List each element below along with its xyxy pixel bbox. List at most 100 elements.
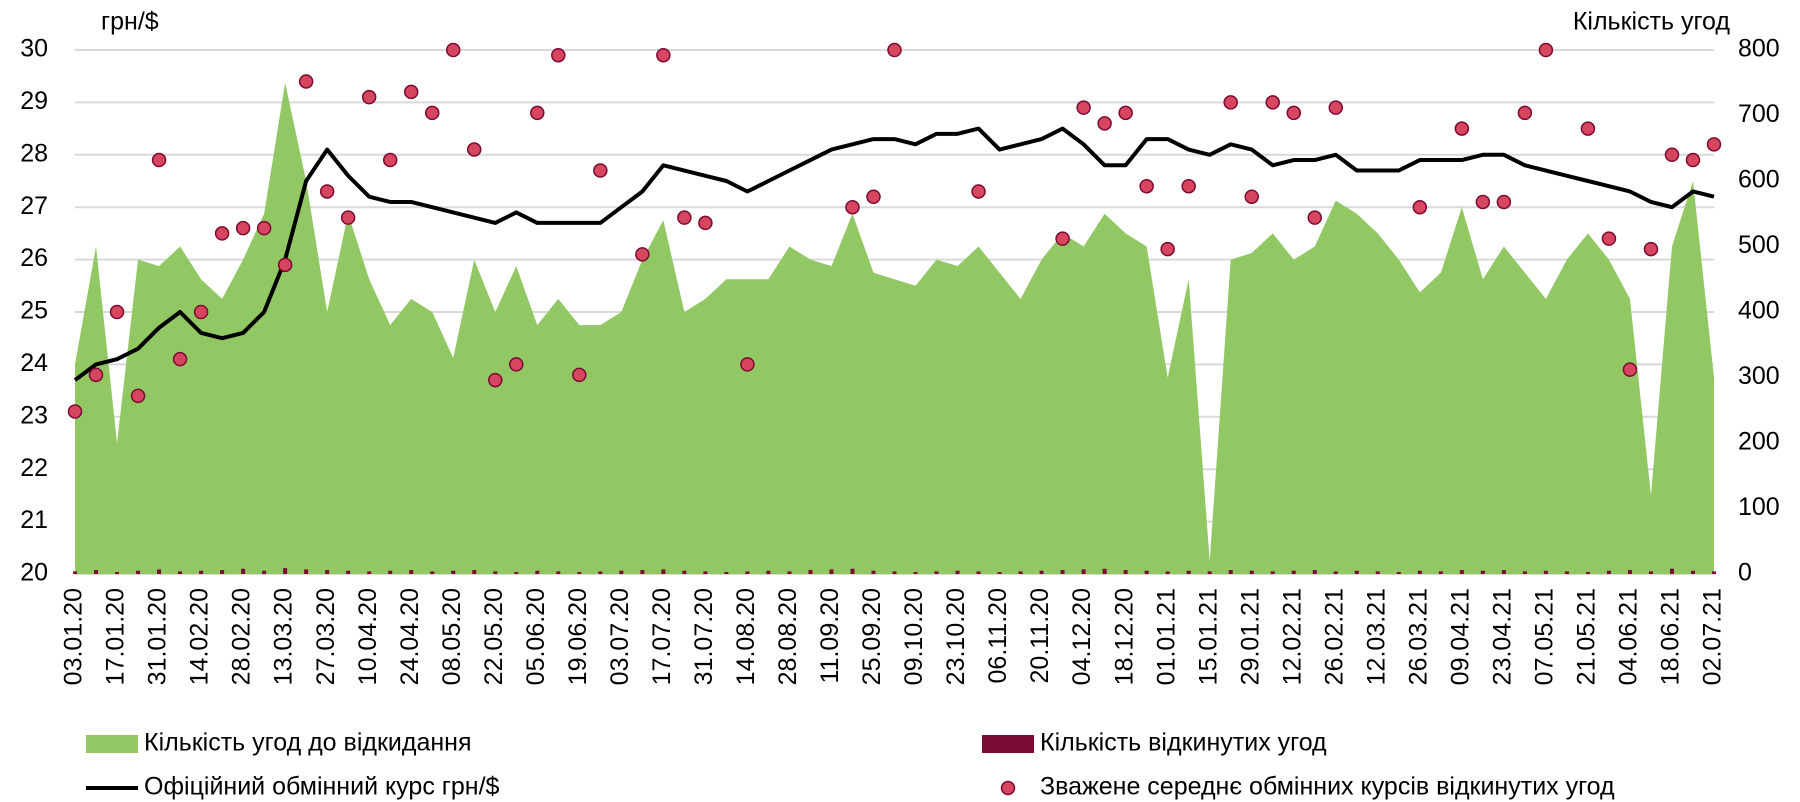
bar [367, 571, 372, 574]
scatter-point [298, 74, 314, 89]
bar [451, 570, 456, 574]
bar [787, 571, 792, 574]
scatter-point [445, 42, 461, 58]
scatter-point [88, 367, 104, 383]
scatter-point [1517, 105, 1533, 121]
scatter-point [845, 199, 860, 215]
bar [1312, 570, 1317, 574]
scatter-point [382, 152, 398, 168]
x-tick-label: 03.01.20 [60, 588, 88, 685]
legend-label: Кількість відкинутих угод [1040, 729, 1327, 757]
y-tick-label: 29 [20, 87, 48, 115]
x-tick-label: 23.10.20 [942, 588, 970, 685]
x-tick-label: 24.04.20 [396, 588, 424, 685]
scatter-point [866, 189, 881, 204]
y-tick-label: 27 [20, 192, 48, 220]
scatter-point [130, 388, 146, 404]
x-tick-label: 20.11.20 [1026, 588, 1054, 683]
x-tick-label: 09.10.20 [900, 588, 928, 685]
scatter-point [1097, 116, 1112, 131]
bar [178, 571, 183, 574]
bar [892, 571, 897, 574]
bar [73, 571, 77, 574]
y-tick-label: 21 [20, 506, 48, 534]
bar [430, 571, 435, 574]
x-tick-label: 25.09.20 [858, 588, 886, 685]
legend-swatch [1000, 780, 1016, 796]
bar [94, 570, 99, 574]
x-tick-label: 12.02.21 [1278, 588, 1306, 685]
bar [976, 571, 981, 574]
bar [1228, 570, 1233, 574]
scatter-point [361, 89, 377, 105]
bar [1207, 571, 1212, 574]
scatter-point [1580, 121, 1596, 136]
bar [619, 570, 624, 574]
bar [1165, 571, 1170, 574]
scatter-point [109, 304, 125, 320]
scatter-point [740, 357, 755, 372]
y-tick-label: 26 [20, 244, 48, 272]
x-tick-label: 04.12.20 [1068, 588, 1096, 685]
scatter-point [1601, 231, 1617, 246]
bar [1627, 570, 1632, 574]
scatter-point [214, 226, 230, 241]
bar [1249, 570, 1254, 574]
bar [1480, 570, 1485, 574]
x-tick-label: 12.03.21 [1362, 588, 1390, 685]
bar [724, 572, 729, 574]
scatter-point [1685, 152, 1701, 168]
scatter-point [193, 304, 209, 320]
scatter-point [509, 357, 524, 372]
legend-label: Офіційний обмінний курс грн/$ [144, 773, 500, 801]
bar [913, 572, 918, 574]
bar [1144, 570, 1149, 574]
bar [1333, 571, 1338, 574]
legend-label: Зважене середнє обмінних курсів відкинут… [1040, 773, 1615, 801]
scatter-point [235, 220, 251, 236]
scatter-point [277, 257, 293, 273]
legend-swatch [86, 735, 138, 753]
x-tick-label: 01.01.21 [1152, 588, 1180, 685]
area [75, 82, 1714, 574]
bar [1291, 570, 1296, 574]
bar [850, 568, 855, 574]
x-tick-label: 31.07.20 [690, 588, 718, 685]
bar [136, 570, 141, 574]
bar [640, 570, 645, 574]
line [73, 126, 1715, 382]
scatter-point [403, 84, 419, 100]
scatter-point [319, 184, 335, 199]
x-tick-label: 10.04.20 [354, 588, 382, 685]
bar [1396, 572, 1401, 574]
bar [1648, 571, 1653, 574]
y2-tick-label: 200 [1738, 428, 1780, 456]
x-tick-label: 28.02.20 [228, 588, 256, 685]
scatter-point [466, 142, 482, 157]
bar [1522, 571, 1527, 574]
y-tick-label: 30 [20, 35, 48, 63]
scatter-point [1538, 42, 1554, 58]
x-tick-label: 03.07.20 [606, 588, 634, 685]
scatter-point [172, 351, 188, 367]
scatter-point [1223, 95, 1238, 110]
bar [304, 569, 309, 574]
bar [1606, 570, 1611, 574]
x-tick-label: 26.02.21 [1320, 588, 1348, 685]
scatter-point [551, 47, 566, 63]
bar [829, 569, 834, 574]
bar [1501, 570, 1506, 574]
y2-tick-label: 800 [1738, 35, 1780, 63]
y2-tick-label: 600 [1738, 166, 1780, 194]
bar [1564, 571, 1569, 574]
scatter-point [572, 367, 587, 383]
y-tick-label: 25 [20, 297, 48, 325]
bar [1585, 572, 1590, 574]
y-tick-label: 28 [20, 139, 48, 167]
bar [262, 570, 267, 574]
x-tick-label: 19.06.20 [564, 588, 592, 685]
bar [1543, 570, 1548, 574]
scatter-point [1496, 194, 1512, 210]
scatter-point [1706, 137, 1722, 152]
